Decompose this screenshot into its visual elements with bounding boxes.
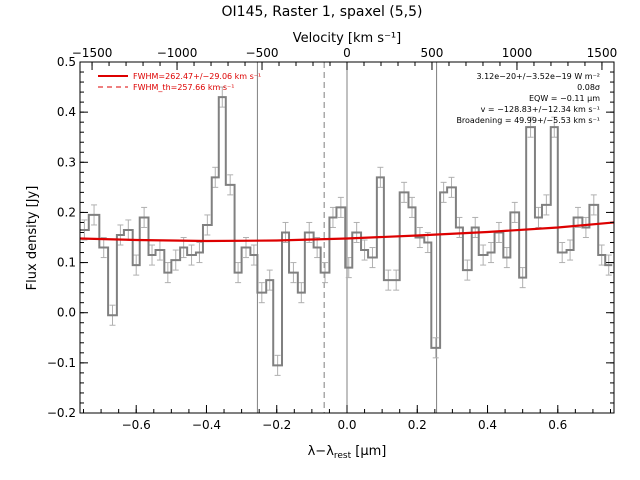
annotation-broadening: Broadening = 49.99+/−5.53 km s⁻¹ (456, 116, 600, 125)
legend-label-fwhm: FWHM=262.47+/−29.06 km s⁻¹ (133, 72, 261, 81)
top-axis-label: Velocity [km s⁻¹] (293, 31, 401, 46)
top-tick-label: −500 (246, 46, 279, 60)
x-tick-label: 0.0 (337, 418, 356, 432)
x-axis-label: λ−λrest [μm] (308, 444, 387, 461)
plot-frame (79, 61, 615, 414)
x-tick-label: 0.2 (408, 418, 427, 432)
top-tick-label: −1500 (72, 46, 113, 60)
annotation-eqw: EQW = −0.11 μm (529, 94, 600, 103)
top-tick-label: 1000 (502, 46, 533, 60)
x-tick-label: −0.4 (192, 418, 221, 432)
y-tick-label: 0.2 (57, 205, 76, 219)
chart-title: OI145, Raster 1, spaxel (5,5) (222, 4, 423, 20)
y-tick-label: −0.2 (47, 406, 76, 420)
top-tick-label: 0 (343, 46, 351, 60)
y-tick-label: 0.5 (57, 55, 76, 69)
flux-step-line (80, 96, 613, 367)
x-tick-label: −0.6 (122, 418, 151, 432)
top-tick-label: 1500 (587, 46, 618, 60)
annotation-flux: 3.12e−20+/−3.52e−19 W m⁻² (476, 72, 600, 81)
legend-label-fwhm-th: FWHM_th=257.66 km s⁻¹ (133, 83, 234, 92)
y-tick-label: 0.1 (57, 256, 76, 270)
y-tick-label: 0.4 (57, 105, 76, 119)
x-axis-label-sub: rest (334, 451, 352, 461)
axis-ticks: −0.6 −0.4 −0.2 0.0 0.2 0.4 0.6 −0.2 −0.1 0.0 0.1 0.… (47, 46, 617, 432)
x-tick-label: 0.6 (548, 418, 567, 432)
top-tick-label: 500 (421, 46, 444, 60)
y-tick-label: −0.1 (47, 356, 76, 370)
top-tick-label: −1000 (157, 46, 198, 60)
annotation-velocity: v = −128.83+/−12.34 km s⁻¹ (481, 105, 600, 114)
gaussian-fit-line (79, 221, 615, 243)
x-tick-label: −0.2 (262, 418, 291, 432)
x-axis-label-unit: [μm] (351, 444, 386, 459)
annotation-sigma: 0.08σ (577, 83, 600, 92)
x-axis-label-main: λ−λ (308, 444, 335, 459)
legend: FWHM=262.47+/−29.06 km s⁻¹ FWHM_th=257.6… (98, 72, 261, 92)
fit-annotations: 3.12e−20+/−3.52e−19 W m⁻² 0.08σ EQW = −0… (456, 72, 600, 125)
y-tick-label: 0.0 (57, 306, 76, 320)
x-tick-label: 0.4 (478, 418, 497, 432)
y-tick-label: 0.3 (57, 155, 76, 169)
y-axis-label: Flux density [Jy] (25, 186, 40, 291)
reference-lines (256, 62, 438, 413)
